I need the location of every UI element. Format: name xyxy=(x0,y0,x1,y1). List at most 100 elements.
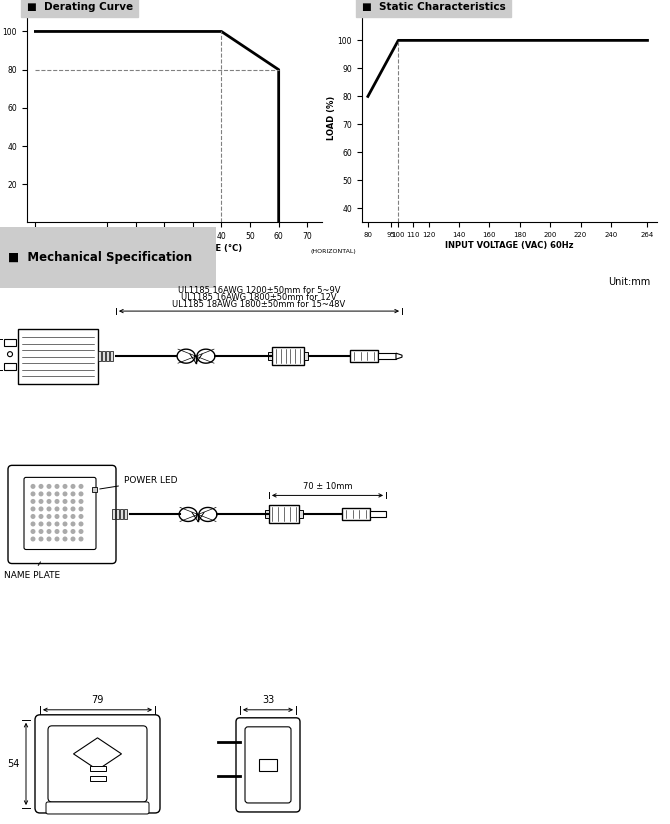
Circle shape xyxy=(38,499,44,504)
Circle shape xyxy=(62,507,68,512)
Circle shape xyxy=(78,536,84,541)
Bar xyxy=(370,512,386,517)
Circle shape xyxy=(70,522,76,527)
X-axis label: INPUT VOLTAGE (VAC) 60Hz: INPUT VOLTAGE (VAC) 60Hz xyxy=(445,241,574,250)
Bar xyxy=(265,510,269,518)
Bar xyxy=(124,509,127,519)
Y-axis label: LOAD (%): LOAD (%) xyxy=(327,96,336,139)
Bar xyxy=(90,776,105,781)
Circle shape xyxy=(62,499,68,504)
Text: ■  Mechanical Specification: ■ Mechanical Specification xyxy=(8,251,192,264)
Circle shape xyxy=(62,514,68,519)
Circle shape xyxy=(70,484,76,489)
Polygon shape xyxy=(74,737,121,770)
Circle shape xyxy=(38,514,44,519)
Text: ■  Derating Curve: ■ Derating Curve xyxy=(27,2,133,12)
FancyBboxPatch shape xyxy=(46,802,149,814)
Text: UL1185 16AWG 1800±50mm for 12V: UL1185 16AWG 1800±50mm for 12V xyxy=(181,293,337,302)
Bar xyxy=(304,352,308,360)
FancyBboxPatch shape xyxy=(245,727,291,803)
Circle shape xyxy=(46,514,52,519)
Bar xyxy=(342,508,370,521)
Bar xyxy=(90,765,105,771)
Circle shape xyxy=(31,491,36,496)
Circle shape xyxy=(54,484,60,489)
Text: UL1185 18AWG 1800±50mm for 15~48V: UL1185 18AWG 1800±50mm for 15~48V xyxy=(172,300,346,309)
Circle shape xyxy=(78,514,84,519)
Bar xyxy=(102,351,105,361)
Bar xyxy=(269,505,299,523)
Circle shape xyxy=(70,536,76,541)
Text: Unit:mm: Unit:mm xyxy=(608,277,650,287)
Circle shape xyxy=(38,491,44,496)
Bar xyxy=(4,339,16,346)
Circle shape xyxy=(38,507,44,512)
Circle shape xyxy=(78,484,84,489)
X-axis label: AMBIENT TEMPERATURE (°C): AMBIENT TEMPERATURE (°C) xyxy=(107,244,242,253)
Bar xyxy=(4,363,16,370)
Circle shape xyxy=(62,536,68,541)
Text: UL1185 16AWG 1200±50mm for 5~9V: UL1185 16AWG 1200±50mm for 5~9V xyxy=(178,286,340,295)
Circle shape xyxy=(38,536,44,541)
Bar xyxy=(268,352,272,360)
Text: ■  Static Characteristics: ■ Static Characteristics xyxy=(362,2,506,12)
Circle shape xyxy=(70,507,76,512)
Bar xyxy=(299,510,303,518)
Bar xyxy=(106,351,109,361)
FancyBboxPatch shape xyxy=(236,718,300,812)
Circle shape xyxy=(78,529,84,534)
Text: 70 ± 10mm: 70 ± 10mm xyxy=(303,482,352,491)
Circle shape xyxy=(46,499,52,504)
FancyBboxPatch shape xyxy=(24,477,96,550)
Circle shape xyxy=(7,352,13,357)
Circle shape xyxy=(46,484,52,489)
Bar xyxy=(378,353,396,359)
Bar xyxy=(272,347,304,365)
Bar xyxy=(259,759,277,771)
Text: 79: 79 xyxy=(91,695,104,705)
Bar xyxy=(92,488,97,493)
Circle shape xyxy=(54,536,60,541)
Circle shape xyxy=(54,514,60,519)
Circle shape xyxy=(54,522,60,527)
Bar xyxy=(112,509,115,519)
Circle shape xyxy=(54,507,60,512)
Circle shape xyxy=(70,491,76,496)
Circle shape xyxy=(46,491,52,496)
Y-axis label: LOAD (%): LOAD (%) xyxy=(0,96,1,139)
Text: 33: 33 xyxy=(262,695,274,705)
Text: POWER LED: POWER LED xyxy=(100,476,178,489)
Circle shape xyxy=(78,491,84,496)
Circle shape xyxy=(62,529,68,534)
Circle shape xyxy=(78,499,84,504)
Circle shape xyxy=(78,507,84,512)
Circle shape xyxy=(38,484,44,489)
Bar xyxy=(98,351,101,361)
FancyBboxPatch shape xyxy=(8,466,116,564)
Circle shape xyxy=(62,522,68,527)
Circle shape xyxy=(46,536,52,541)
Bar xyxy=(110,351,113,361)
Circle shape xyxy=(31,499,36,504)
Circle shape xyxy=(78,522,84,527)
Text: NAME PLATE: NAME PLATE xyxy=(4,562,60,579)
Circle shape xyxy=(70,499,76,504)
Circle shape xyxy=(46,529,52,534)
Text: (HORIZONTAL): (HORIZONTAL) xyxy=(310,249,356,255)
Circle shape xyxy=(54,491,60,496)
Circle shape xyxy=(31,507,36,512)
Circle shape xyxy=(31,522,36,527)
Circle shape xyxy=(31,529,36,534)
Circle shape xyxy=(46,522,52,527)
Circle shape xyxy=(46,507,52,512)
Circle shape xyxy=(38,529,44,534)
Circle shape xyxy=(62,484,68,489)
Circle shape xyxy=(31,514,36,519)
Circle shape xyxy=(54,529,60,534)
Bar xyxy=(116,509,119,519)
FancyBboxPatch shape xyxy=(48,726,147,802)
Polygon shape xyxy=(396,353,402,359)
Circle shape xyxy=(31,484,36,489)
Bar xyxy=(350,350,378,363)
Bar xyxy=(120,509,123,519)
